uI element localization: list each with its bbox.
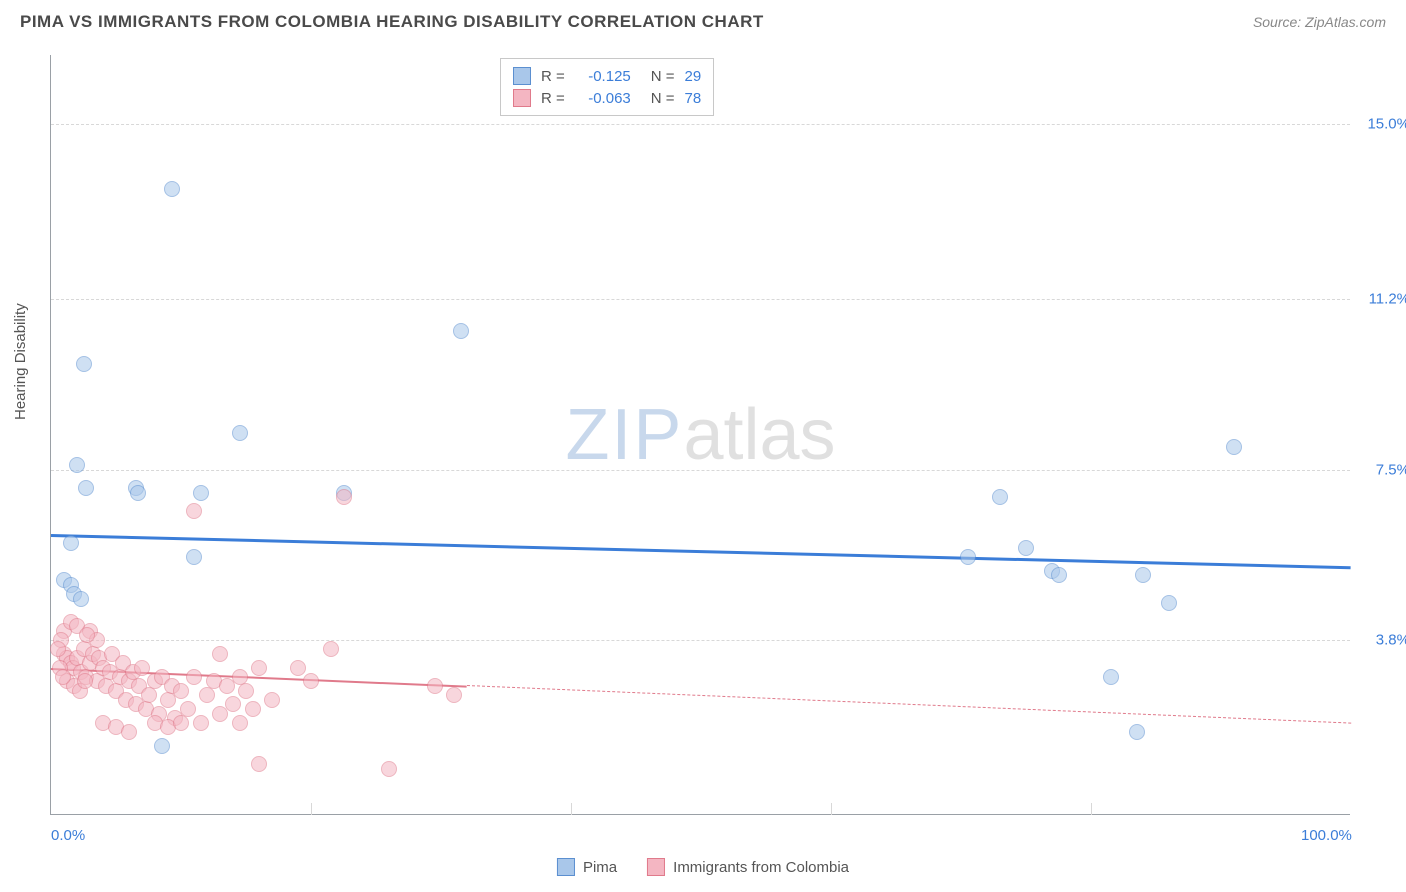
data-point xyxy=(323,641,339,657)
data-point xyxy=(154,738,170,754)
data-point xyxy=(290,660,306,676)
scatter-chart: 3.8%7.5%11.2%15.0%0.0%100.0%ZIPatlas xyxy=(50,55,1350,815)
r-value: -0.063 xyxy=(575,90,631,107)
data-point xyxy=(1051,567,1067,583)
y-tick-label: 3.8% xyxy=(1355,631,1406,648)
legend-swatch-icon xyxy=(513,67,531,85)
source-label: Source: ZipAtlas.com xyxy=(1253,14,1386,30)
r-label: R = xyxy=(541,68,565,85)
data-point xyxy=(141,687,157,703)
data-point xyxy=(73,591,89,607)
series-legend: Pima Immigrants from Colombia xyxy=(557,858,849,876)
gridline-horizontal xyxy=(51,299,1350,300)
legend-item-pima: Pima xyxy=(557,858,617,876)
data-point xyxy=(173,715,189,731)
data-point xyxy=(1161,595,1177,611)
y-tick-label: 11.2% xyxy=(1355,291,1406,308)
legend-item-colombia: Immigrants from Colombia xyxy=(647,858,849,876)
r-label: R = xyxy=(541,90,565,107)
data-point xyxy=(453,323,469,339)
chart-title: PIMA VS IMMIGRANTS FROM COLOMBIA HEARING… xyxy=(20,12,764,32)
data-point xyxy=(264,692,280,708)
data-point xyxy=(55,669,71,685)
data-point xyxy=(1135,567,1151,583)
data-point xyxy=(232,425,248,441)
legend-row: R = -0.125 N = 29 xyxy=(513,65,701,87)
gridline-vertical xyxy=(1091,803,1092,815)
data-point xyxy=(1018,540,1034,556)
data-point xyxy=(79,627,95,643)
data-point xyxy=(303,673,319,689)
data-point xyxy=(225,696,241,712)
data-point xyxy=(193,715,209,731)
data-point xyxy=(186,669,202,685)
data-point xyxy=(960,549,976,565)
pima-swatch-icon xyxy=(557,858,575,876)
r-value: -0.125 xyxy=(575,68,631,85)
data-point xyxy=(193,485,209,501)
data-point xyxy=(121,724,137,740)
n-value: 29 xyxy=(685,68,702,85)
legend-row: R = -0.063 N = 78 xyxy=(513,87,701,109)
gridline-horizontal xyxy=(51,124,1350,125)
data-point xyxy=(63,535,79,551)
gridline-horizontal xyxy=(51,640,1350,641)
chart-header: PIMA VS IMMIGRANTS FROM COLOMBIA HEARING… xyxy=(0,0,1406,40)
watermark: ZIPatlas xyxy=(565,394,835,476)
data-point xyxy=(76,356,92,372)
gridline-vertical xyxy=(571,803,572,815)
data-point xyxy=(134,660,150,676)
x-tick-label: 0.0% xyxy=(51,827,85,844)
y-tick-label: 7.5% xyxy=(1355,461,1406,478)
n-label: N = xyxy=(651,90,675,107)
data-point xyxy=(164,181,180,197)
gridline-vertical xyxy=(831,803,832,815)
data-point xyxy=(992,489,1008,505)
y-tick-label: 15.0% xyxy=(1355,116,1406,133)
correlation-legend: R = -0.125 N = 29 R = -0.063 N = 78 xyxy=(500,58,714,116)
data-point xyxy=(446,687,462,703)
data-point xyxy=(1129,724,1145,740)
gridline-vertical xyxy=(311,803,312,815)
data-point xyxy=(251,660,267,676)
data-point xyxy=(199,687,215,703)
data-point xyxy=(186,549,202,565)
data-point xyxy=(1226,439,1242,455)
data-point xyxy=(245,701,261,717)
data-point xyxy=(381,761,397,777)
data-point xyxy=(232,669,248,685)
y-axis-title: Hearing Disability xyxy=(12,303,29,420)
legend-label: Pima xyxy=(583,859,617,876)
colombia-swatch-icon xyxy=(647,858,665,876)
data-point xyxy=(50,641,66,657)
data-point xyxy=(130,485,146,501)
data-point xyxy=(238,683,254,699)
data-point xyxy=(78,480,94,496)
data-point xyxy=(232,715,248,731)
legend-label: Immigrants from Colombia xyxy=(673,859,849,876)
data-point xyxy=(212,646,228,662)
data-point xyxy=(251,756,267,772)
n-label: N = xyxy=(651,68,675,85)
trend-line xyxy=(51,534,1351,569)
data-point xyxy=(427,678,443,694)
data-point xyxy=(186,503,202,519)
n-value: 78 xyxy=(685,90,702,107)
data-point xyxy=(1103,669,1119,685)
gridline-horizontal xyxy=(51,470,1350,471)
data-point xyxy=(173,683,189,699)
data-point xyxy=(336,489,352,505)
data-point xyxy=(77,673,93,689)
trend-line-dashed xyxy=(467,685,1351,724)
legend-swatch-icon xyxy=(513,89,531,107)
data-point xyxy=(69,457,85,473)
x-tick-label: 100.0% xyxy=(1301,827,1352,844)
